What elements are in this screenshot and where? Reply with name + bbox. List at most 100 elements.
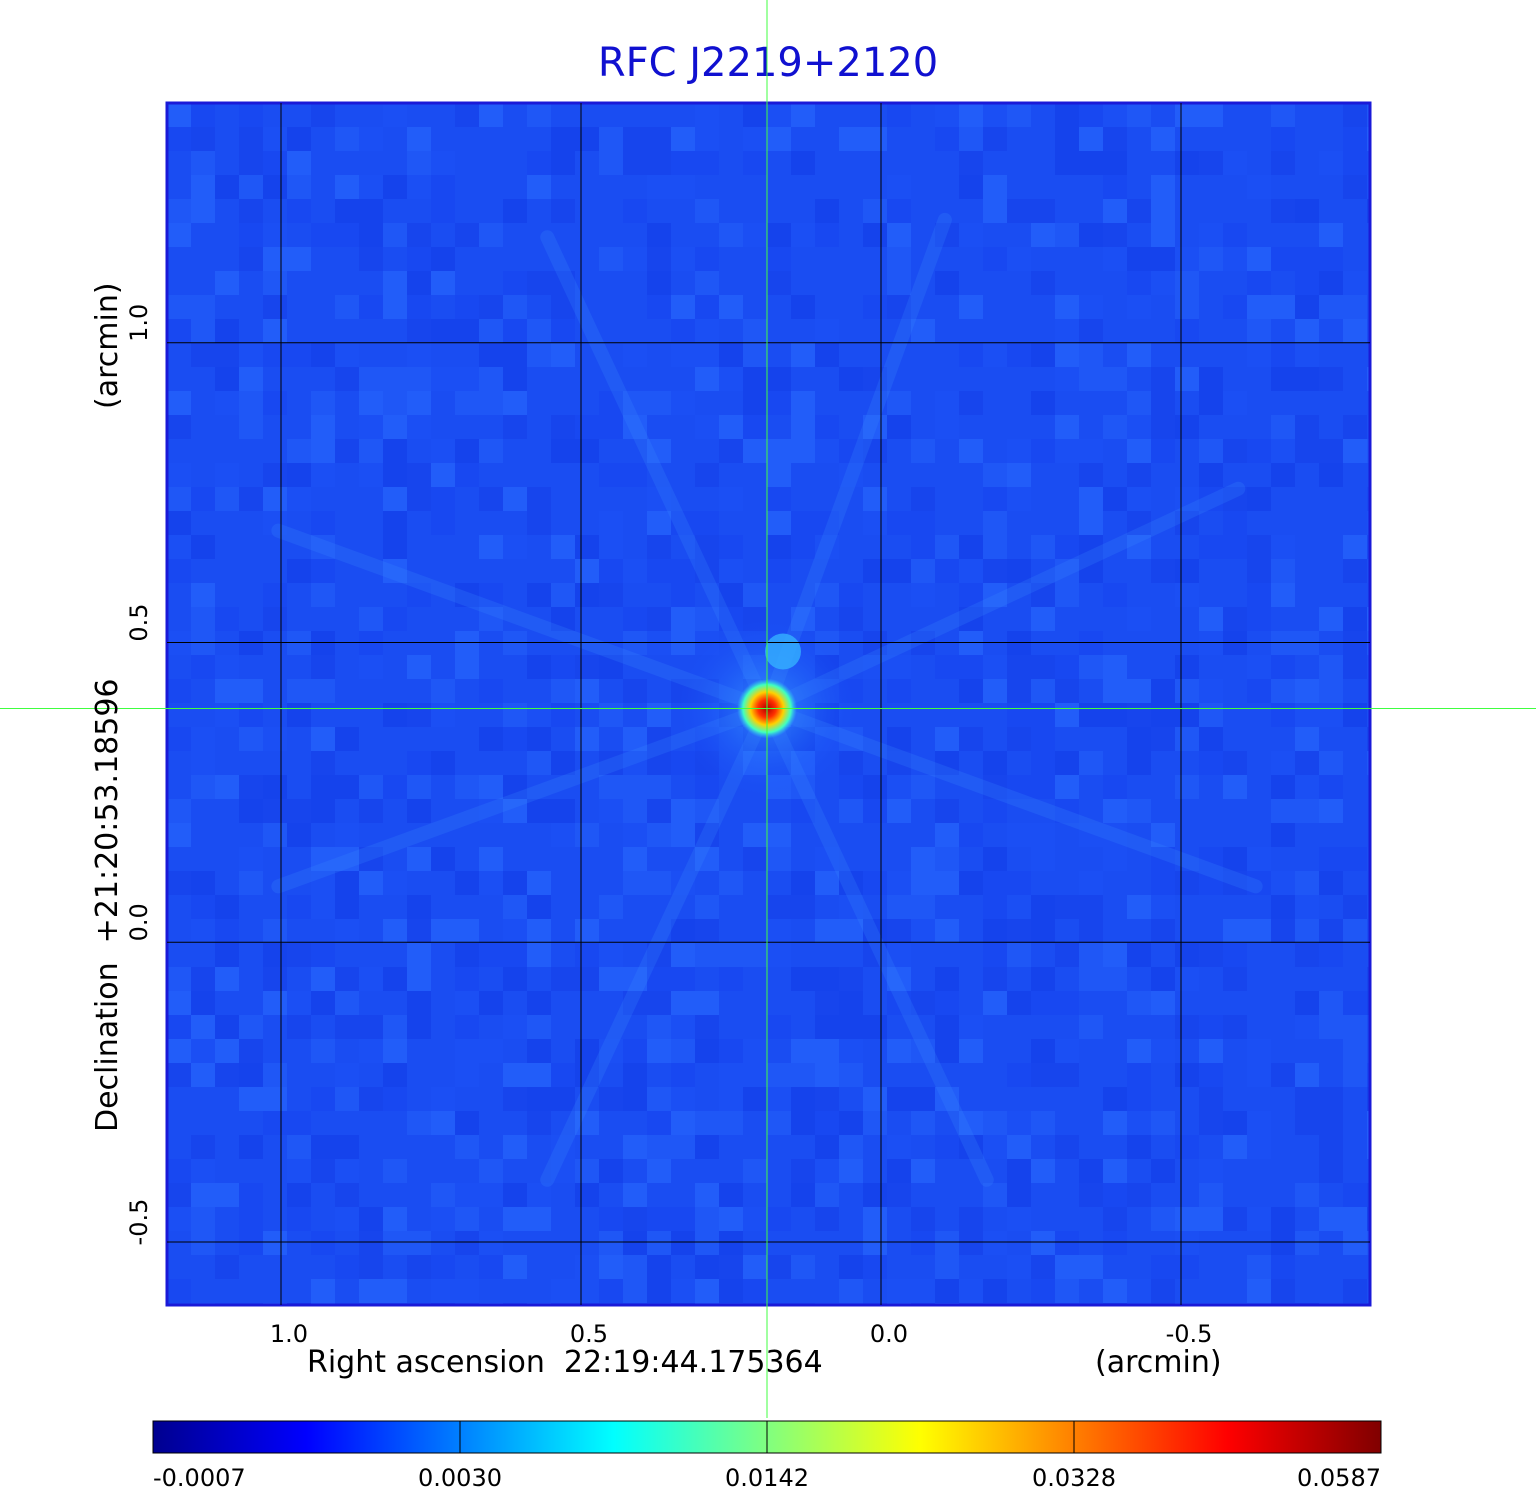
noise-cell (1295, 1231, 1319, 1255)
noise-cell (287, 1015, 311, 1039)
noise-cell (815, 1159, 839, 1183)
noise-cell (719, 295, 743, 319)
noise-cell (743, 943, 767, 967)
noise-cell (1199, 703, 1223, 727)
noise-cell (191, 583, 215, 607)
noise-cell (1151, 223, 1175, 247)
noise-cell (1079, 103, 1103, 127)
noise-cell (1343, 1015, 1367, 1039)
noise-cell (791, 895, 815, 919)
noise-cell (239, 1135, 263, 1159)
noise-cell (431, 367, 455, 391)
noise-cell (815, 535, 839, 559)
noise-cell (983, 343, 1007, 367)
noise-cell (191, 967, 215, 991)
noise-cell (527, 319, 551, 343)
noise-cell (911, 1087, 935, 1111)
noise-cell (407, 463, 431, 487)
noise-cell (1295, 871, 1319, 895)
noise-cell (575, 1063, 599, 1087)
noise-cell (1127, 1087, 1151, 1111)
noise-cell (791, 151, 815, 175)
noise-cell (1031, 847, 1055, 871)
noise-cell (1199, 151, 1223, 175)
noise-cell (359, 463, 383, 487)
noise-cell (455, 1063, 479, 1087)
noise-cell (1343, 535, 1367, 559)
noise-cell (599, 415, 623, 439)
noise-cell (479, 1039, 503, 1063)
noise-cell (647, 967, 671, 991)
noise-cell (1055, 559, 1079, 583)
colorbar-tick-label: 0.0328 (1032, 1464, 1116, 1492)
noise-cell (575, 823, 599, 847)
noise-cell (239, 487, 263, 511)
noise-cell (1175, 295, 1199, 319)
noise-cell (695, 943, 719, 967)
noise-cell (959, 175, 983, 199)
noise-cell (767, 535, 791, 559)
noise-cell (863, 871, 887, 895)
noise-cell (383, 871, 407, 895)
noise-cell (359, 1039, 383, 1063)
noise-cell (407, 1111, 431, 1135)
noise-cell (311, 871, 335, 895)
noise-cell (383, 391, 407, 415)
noise-cell (767, 895, 791, 919)
noise-cell (1055, 1255, 1079, 1279)
noise-cell (311, 967, 335, 991)
noise-cell (767, 1111, 791, 1135)
noise-cell (815, 1087, 839, 1111)
noise-cell (1079, 1183, 1103, 1207)
noise-cell (1007, 703, 1031, 727)
noise-cell (1031, 535, 1055, 559)
noise-cell (791, 871, 815, 895)
noise-cell (215, 967, 239, 991)
noise-cell (647, 1159, 671, 1183)
noise-cell (839, 1159, 863, 1183)
noise-cell (527, 1207, 551, 1231)
noise-cell (959, 439, 983, 463)
noise-cell (623, 1063, 647, 1087)
noise-cell (455, 1135, 479, 1159)
noise-cell (167, 487, 191, 511)
noise-cell (575, 919, 599, 943)
noise-cell (311, 751, 335, 775)
noise-cell (1343, 1207, 1367, 1231)
noise-cell (719, 367, 743, 391)
noise-cell (599, 655, 623, 679)
noise-cell (1319, 295, 1343, 319)
noise-cell (407, 703, 431, 727)
noise-cell (1103, 487, 1127, 511)
noise-cell (551, 967, 575, 991)
noise-cell (1343, 151, 1367, 175)
noise-cell (1343, 127, 1367, 151)
noise-cell (1223, 1111, 1247, 1135)
noise-cell (1127, 271, 1151, 295)
noise-cell (623, 775, 647, 799)
noise-cell (839, 871, 863, 895)
noise-cell (479, 391, 503, 415)
noise-cell (1103, 1159, 1127, 1183)
noise-cell (599, 1087, 623, 1111)
noise-cell (1271, 751, 1295, 775)
noise-cell (479, 727, 503, 751)
noise-cell (1343, 295, 1367, 319)
noise-cell (191, 343, 215, 367)
noise-cell (287, 1135, 311, 1159)
noise-cell (479, 991, 503, 1015)
noise-cell (359, 247, 383, 271)
noise-cell (335, 967, 359, 991)
noise-cell (647, 1087, 671, 1111)
noise-cell (551, 679, 575, 703)
noise-cell (479, 847, 503, 871)
noise-cell (791, 391, 815, 415)
noise-cell (743, 1087, 767, 1111)
noise-cell (1007, 1207, 1031, 1231)
noise-cell (815, 1015, 839, 1039)
noise-cell (527, 1183, 551, 1207)
noise-cell (431, 1207, 455, 1231)
noise-cell (335, 1015, 359, 1039)
noise-cell (983, 847, 1007, 871)
noise-cell (1151, 679, 1175, 703)
